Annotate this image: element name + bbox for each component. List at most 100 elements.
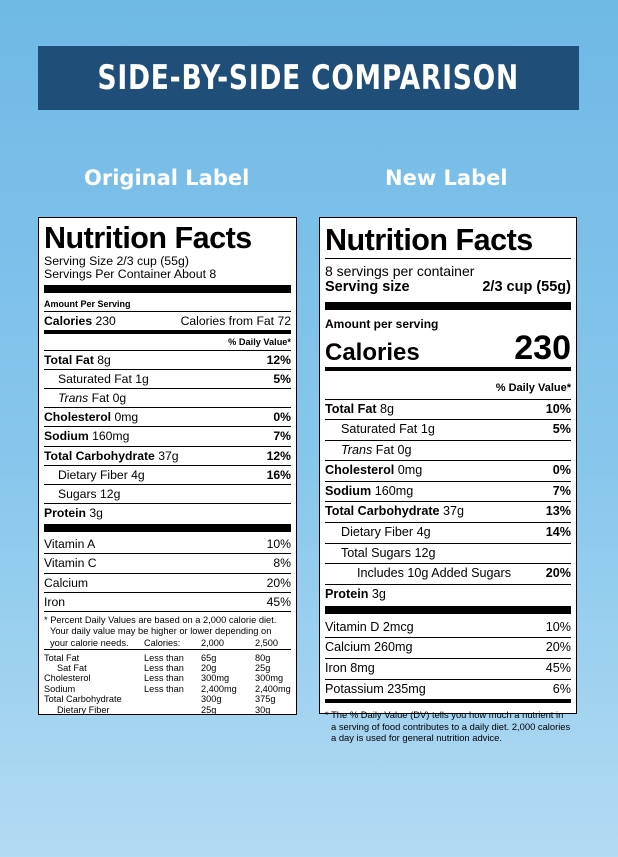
nutrient-amount: 160mg — [92, 429, 130, 444]
nutrient-amount: 4g — [416, 525, 431, 540]
daily-value-header-row: % Daily Value* — [44, 334, 291, 351]
amount-per-serving: Amount Per Serving — [44, 293, 291, 312]
new-label-heading: New Label — [385, 166, 508, 190]
nutrient-amount: 3g — [371, 586, 386, 601]
nutrient-name: Total Carbohydrate — [44, 448, 155, 463]
nutrient-amount: 37g — [443, 504, 465, 519]
nutrient-row: Total Fat 8g 10% — [325, 400, 571, 421]
nutrient-row: Includes 10g Added Sugars 20% — [325, 564, 571, 585]
requirements-row: Dietary Fiber 25g 30g — [57, 704, 271, 715]
banner: SIDE-BY-SIDE COMPARISON — [38, 46, 579, 110]
vitamin-dv: 20% — [545, 640, 571, 655]
nutrient-name: Sugars — [58, 487, 97, 501]
nutrient-amount: 0mg — [114, 410, 139, 425]
nutrient-name: Cholesterol — [44, 410, 112, 425]
servings-per-container: Servings Per Container About 8 — [44, 267, 291, 293]
footnote-line: a day is used for general nutrition advi… — [331, 731, 502, 743]
vitamin-dv: 45% — [266, 594, 291, 609]
footnote-line: * Percent Daily Values are based on a 2,… — [44, 614, 277, 625]
vitamin-dv: 10% — [266, 537, 291, 552]
nutrient-row: Protein 3g — [44, 504, 291, 533]
nutrient-amount: 37g — [158, 448, 179, 463]
nutrient-amount: 1g — [420, 422, 435, 437]
footnote-line: your calorie needs. — [50, 637, 129, 648]
nutrient-row: Dietary Fiber 4g 14% — [325, 523, 571, 544]
calories-value: 230 — [514, 328, 571, 367]
footnote-line: * The % Daily Value (DV) tells you how m… — [325, 709, 564, 721]
nutrient-name: Dietary Fiber — [341, 525, 414, 540]
vitamin-name: Iron — [44, 594, 66, 609]
footnote-line: a serving of food contributes to a daily… — [331, 720, 571, 732]
nutrient-name: Cholesterol — [325, 463, 395, 478]
nutrient-name: Saturated Fat — [58, 371, 132, 386]
nutrient-dv: 16% — [266, 467, 291, 482]
vitamin-dv: 6% — [552, 681, 571, 696]
footnote: * Percent Daily Values are based on a 2,… — [44, 615, 291, 649]
nutrient-name: Sodium — [325, 483, 372, 498]
nutrient-row: Cholesterol 0mg 0% — [44, 408, 291, 428]
calories-value: 230 — [95, 313, 116, 328]
vitamin-dv: 20% — [266, 575, 291, 590]
nutrient-dv: 14% — [545, 525, 571, 540]
nutrient-row: Saturated Fat 1g 5% — [44, 370, 291, 390]
daily-value-header: % Daily Value* — [495, 381, 571, 394]
serving-size-value: 2/3 cup (55g) — [482, 278, 571, 295]
vitamin-dv: 10% — [545, 619, 571, 634]
vitamin-dv: 8% — [273, 556, 291, 571]
nutrient-amount: 160mg — [374, 483, 414, 498]
nutrient-amount: 12g — [414, 545, 436, 560]
label-title: Nutrition Facts — [44, 221, 252, 255]
vitamin-row: Vitamin A 10% — [44, 535, 291, 555]
calories-from-fat: Calories from Fat 72 — [180, 313, 291, 328]
vitamin-name: Calcium 260mg — [325, 640, 413, 655]
vitamin-name: Vitamin D 2mcg — [325, 619, 414, 634]
vitamin-dv: 45% — [545, 661, 571, 676]
nutrient-amount: 0mg — [397, 463, 423, 478]
nutrient-amount: 3g — [89, 506, 103, 521]
requirements-row: Cholesterol Less than 300mg 300mg — [44, 673, 284, 684]
requirements-header-row: Calories: 2,000 2,500 — [44, 638, 291, 650]
vitamin-row: Calcium 20% — [44, 574, 291, 593]
nutrient-row: Sodium 160mg 7% — [44, 427, 291, 447]
original-nutrition-label: Nutrition Facts Serving Size 2/3 cup (55… — [38, 217, 297, 715]
banner-title: SIDE-BY-SIDE COMPARISON — [97, 58, 520, 98]
new-nutrition-label: Nutrition Facts 8 servings per container… — [319, 217, 577, 743]
nutrient-amount: Fat 0g — [375, 442, 412, 457]
nutrient-dv: 7% — [552, 483, 571, 498]
footnote: * The % Daily Value (DV) tells you how m… — [325, 709, 571, 743]
requirements-row: Sat Fat Less than 20g 25g — [57, 662, 271, 673]
nutrient-row: Total Carbohydrate 37g 12% — [44, 447, 291, 466]
servings-per-container: 8 servings per container — [325, 262, 475, 279]
nutrient-amount: 8g — [97, 352, 111, 367]
calories-label: Calories — [44, 313, 93, 328]
nutrient-dv: 12% — [266, 448, 291, 463]
calories-label: Calories — [325, 338, 420, 366]
nutrient-row: Sodium 160mg 7% — [325, 482, 571, 503]
vitamin-row: Iron 8mg 45% — [325, 659, 571, 680]
original-label-heading: Original Label — [84, 166, 250, 190]
calories-row: Calories 230 Calories from Fat 72 — [44, 312, 291, 334]
serving-size-row: Serving size 2/3 cup (55g) — [325, 279, 571, 310]
requirements-row: Sodium Less than 2,400mg 2,400mg — [44, 683, 291, 694]
nutrient-row: Total Fat 8g 12% — [44, 351, 291, 370]
calories-row: Calories 230 — [325, 331, 571, 365]
vitamin-row: Calcium 260mg 20% — [325, 638, 571, 660]
daily-requirements-table: Calories: 2,000 2,500 Total Fat Less tha… — [44, 638, 291, 715]
vitamin-name: Vitamin C — [44, 556, 97, 571]
label-title: Nutrition Facts — [325, 225, 571, 259]
nutrient-dv: 5% — [273, 371, 291, 386]
amount-per-serving: Amount per serving — [325, 316, 439, 331]
requirements-row: Total Carbohydrate 300g 375g — [44, 694, 276, 705]
nutrient-name: Trans — [58, 391, 89, 406]
nutrient-dv: 0% — [273, 410, 291, 425]
nutrient-amount: 4g — [131, 467, 145, 482]
nutrient-name: Total Fat — [325, 401, 377, 416]
nutrient-dv: 10% — [545, 401, 571, 416]
nutrient-dv: 0% — [552, 463, 571, 478]
vitamin-row: Iron 45% — [44, 593, 291, 612]
nutrient-name: Total Carbohydrate — [325, 504, 440, 519]
serving-size-label: Serving size — [325, 278, 410, 295]
nutrient-amount: 12g — [100, 487, 121, 501]
nutrient-row: Dietary Fiber 4g 16% — [44, 466, 291, 485]
vitamin-row: Potassium 235mg 6% — [325, 680, 571, 704]
